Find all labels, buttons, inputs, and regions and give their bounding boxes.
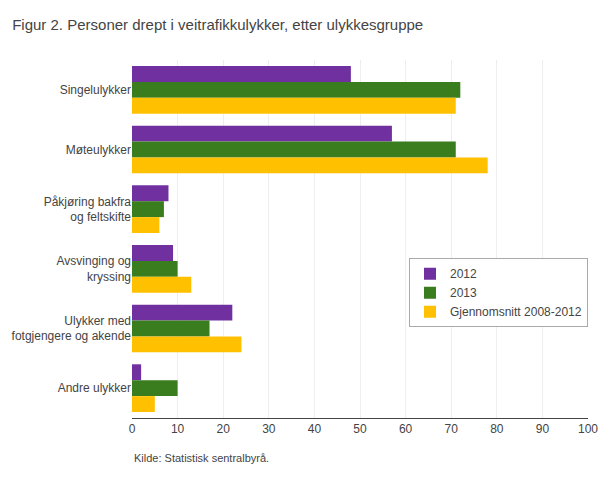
svg-text:20: 20 — [217, 422, 231, 436]
svg-text:70: 70 — [445, 422, 459, 436]
svg-text:Kilde: Statistisk sentralbyrå.: Kilde: Statistisk sentralbyrå. — [134, 452, 269, 464]
svg-text:80: 80 — [490, 422, 504, 436]
svg-text:Andre ulykker: Andre ulykker — [58, 381, 131, 395]
svg-text:90: 90 — [536, 422, 550, 436]
svg-text:2013: 2013 — [450, 286, 477, 300]
svg-text:100: 100 — [578, 422, 598, 436]
svg-text:Påkjøring bakfraog feltskifte: Påkjøring bakfraog feltskifte — [44, 195, 132, 225]
svg-text:Singelulykker: Singelulykker — [60, 83, 131, 97]
svg-text:0: 0 — [129, 422, 136, 436]
svg-text:10: 10 — [171, 422, 185, 436]
svg-text:60: 60 — [399, 422, 413, 436]
svg-text:50: 50 — [353, 422, 367, 436]
svg-text:Figur 2. Personer drept i veit: Figur 2. Personer drept i veitrafikkulyk… — [12, 16, 423, 33]
svg-text:30: 30 — [262, 422, 276, 436]
svg-text:Avsvinging ogkryssing: Avsvinging ogkryssing — [57, 254, 132, 284]
svg-text:40: 40 — [308, 422, 322, 436]
svg-text:2012: 2012 — [450, 267, 477, 281]
svg-text:Møteulykker: Møteulykker — [66, 143, 131, 157]
svg-text:Ulykker medfotgjengere og aken: Ulykker medfotgjengere og akende — [12, 314, 132, 344]
svg-text:Gjennomsnitt 2008-2012: Gjennomsnitt 2008-2012 — [450, 305, 582, 319]
